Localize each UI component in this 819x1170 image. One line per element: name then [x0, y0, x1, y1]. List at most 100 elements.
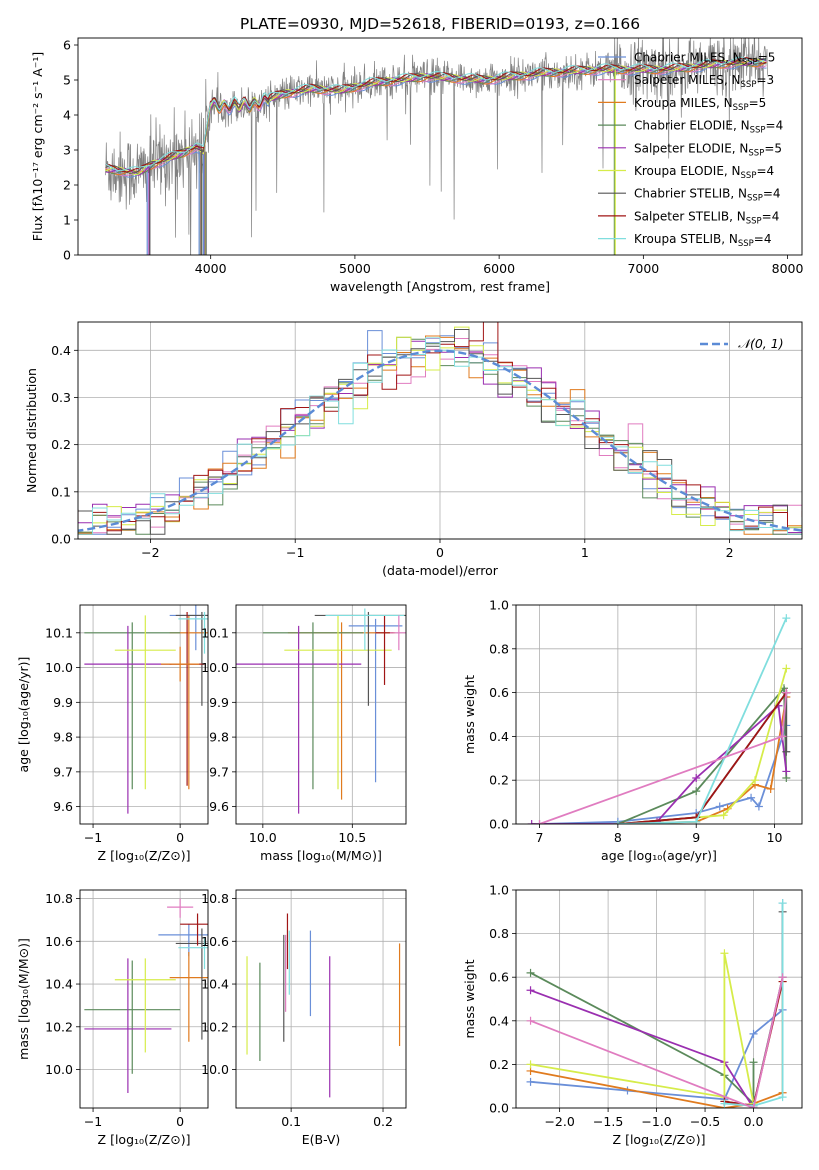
y-tick-label: 0.4 [51, 343, 71, 358]
weight-marker [782, 614, 791, 623]
mass_vs_ebv-frame [235, 889, 407, 1109]
x-tick-label: −0.5 [690, 1114, 720, 1129]
age_vs_Z-frame [79, 604, 209, 825]
x-tick-label: −1.5 [593, 1114, 623, 1129]
y-tick-label: 4 [63, 108, 71, 123]
weight_vs_age-lines [527, 614, 791, 824]
y-axis-label: mass [log₁₀(M/M⊙)] [16, 938, 31, 1060]
x-tick-label: 9 [692, 830, 700, 845]
weight-marker [778, 899, 787, 908]
y-tick-label: 10.2 [45, 1019, 73, 1034]
x-tick-label: 8000 [772, 261, 804, 276]
mass_vs_Z-axes: −1 0 10.0 10.2 10.4 10.6 10.8 Z [log₁₀(Z/Z⊙)] ma… [16, 890, 208, 1147]
x-tick-label: 0.1 [281, 1114, 301, 1129]
weight-marker [782, 688, 791, 697]
y-tick-label: 0.0 [51, 532, 71, 547]
weight-marker [526, 968, 535, 977]
y-axis-label: age [log₁₀(age/yr)] [16, 657, 31, 773]
y-tick-label: 3 [63, 143, 71, 158]
x-axis-label: wavelength [Angstrom, rest frame] [330, 279, 550, 294]
weight_vs_Z-frame [515, 889, 803, 1109]
x-tick-label: 7 [536, 830, 544, 845]
x-tick-label: 0 [176, 1114, 184, 1129]
histogram-frame [77, 321, 803, 540]
weight_vs_Z-lines [526, 899, 787, 1108]
y-tick-label: 0.6 [489, 685, 509, 700]
weight-series [530, 977, 784, 1108]
weight-marker [750, 776, 759, 785]
y-axis-label: mass weight [462, 959, 477, 1038]
y-tick-label: 5 [63, 73, 71, 88]
x-tick-label: −1 [286, 545, 304, 560]
y-tick-label: 9.8 [209, 730, 229, 745]
y-tick-label: 2 [63, 178, 71, 193]
y-tick-label: 6 [63, 38, 71, 53]
y-axis-label: Flux [fλ10⁻¹⁷ erg cm⁻² s⁻¹ A⁻¹] [30, 52, 45, 241]
x-axis-label: Z [log₁₀(Z/Z⊙)] [98, 1132, 191, 1147]
legend-entry: Chabrier ELODIE, NSSP=4 [634, 119, 783, 136]
x-tick-label: −1.0 [641, 1114, 671, 1129]
x-tick-label: 10 [767, 830, 783, 845]
y-tick-label: 9.6 [53, 799, 73, 814]
age_vs_Z-axes: −1 0 9.6 9.7 9.8 9.9 10.0 10.1 Z [log₁₀(Z/Z⊙)] ag… [16, 605, 208, 863]
histogram-legend: 𝒩(0, 1) [700, 336, 784, 351]
x-tick-label: 0 [176, 830, 184, 845]
x-axis-label: E(B-V) [302, 1132, 341, 1147]
weight-marker [692, 774, 701, 783]
x-tick-label: 4000 [195, 261, 227, 276]
legend-entry: Kroupa ELODIE, NSSP=4 [634, 164, 774, 181]
normal-curve [78, 349, 802, 532]
weight-marker [719, 811, 728, 820]
weight-marker [526, 986, 535, 995]
x-tick-label: 5000 [339, 261, 371, 276]
y-tick-label: 1.0 [489, 883, 509, 898]
y-tick-label: 1.0 [489, 598, 509, 613]
y-tick-label: 10.8 [201, 891, 229, 906]
x-tick-label: −2 [141, 545, 159, 560]
weight-marker [782, 664, 791, 673]
y-tick-label: 0 [63, 248, 71, 263]
y-tick-label: 0.0 [489, 817, 509, 832]
x-tick-label: 0 [436, 545, 444, 560]
y-tick-label: 1 [63, 213, 71, 228]
x-tick-label: 6000 [483, 261, 515, 276]
x-tick-label: 1 [581, 545, 589, 560]
x-axis-label: (data-model)/error [382, 563, 499, 578]
y-tick-label: 9.6 [209, 799, 229, 814]
model-spectrum-line [105, 59, 767, 175]
y-tick-label: 9.7 [53, 764, 73, 779]
legend-entry: Kroupa STELIB, NSSP=4 [634, 232, 772, 249]
age_vs_Z-points [84, 605, 208, 814]
spectrum-axes: 4000 5000 6000 7000 8000 0 1 2 3 4 5 6 wavelength [A… [30, 38, 804, 295]
y-axis-label: Normed distribution [24, 368, 39, 493]
weight-series [531, 703, 788, 824]
weight-series [530, 953, 755, 1104]
y-tick-label: 10.8 [45, 891, 73, 906]
x-tick-label: −1 [84, 1114, 102, 1129]
y-tick-label: 0.8 [489, 926, 509, 941]
mass_vs_ebv-points [246, 913, 401, 1098]
weight-series [724, 903, 784, 1107]
y-tick-label: 0.3 [51, 390, 71, 405]
y-tick-label: 9.9 [53, 695, 73, 710]
weight-series [530, 972, 755, 1106]
y-axis-label: mass weight [462, 675, 477, 754]
x-tick-label: 7000 [627, 261, 659, 276]
weight_vs_Z-axes: −2.0 −1.5 −1.0 −0.5 0.0 0.0 0.2 0.4 0.6 0.8 1.0 Z [… [462, 883, 802, 1147]
weight-marker [527, 820, 536, 824]
x-axis-label: Z [log₁₀(Z/Z⊙)] [613, 1132, 706, 1147]
y-tick-label: 10.0 [201, 1062, 229, 1077]
weight-marker [692, 817, 701, 824]
y-tick-label: 10.4 [45, 977, 73, 992]
weight-marker [715, 802, 724, 811]
y-tick-label: 10.6 [45, 934, 73, 949]
y-tick-label: 0.4 [489, 729, 509, 744]
weight-marker [749, 1029, 758, 1038]
mass_vs_Z-frame [79, 889, 209, 1109]
weight-marker [766, 784, 775, 793]
weight-marker [526, 1077, 535, 1086]
weight-marker [778, 732, 787, 741]
x-tick-label: −1 [84, 830, 102, 845]
weight-marker [749, 1104, 758, 1108]
